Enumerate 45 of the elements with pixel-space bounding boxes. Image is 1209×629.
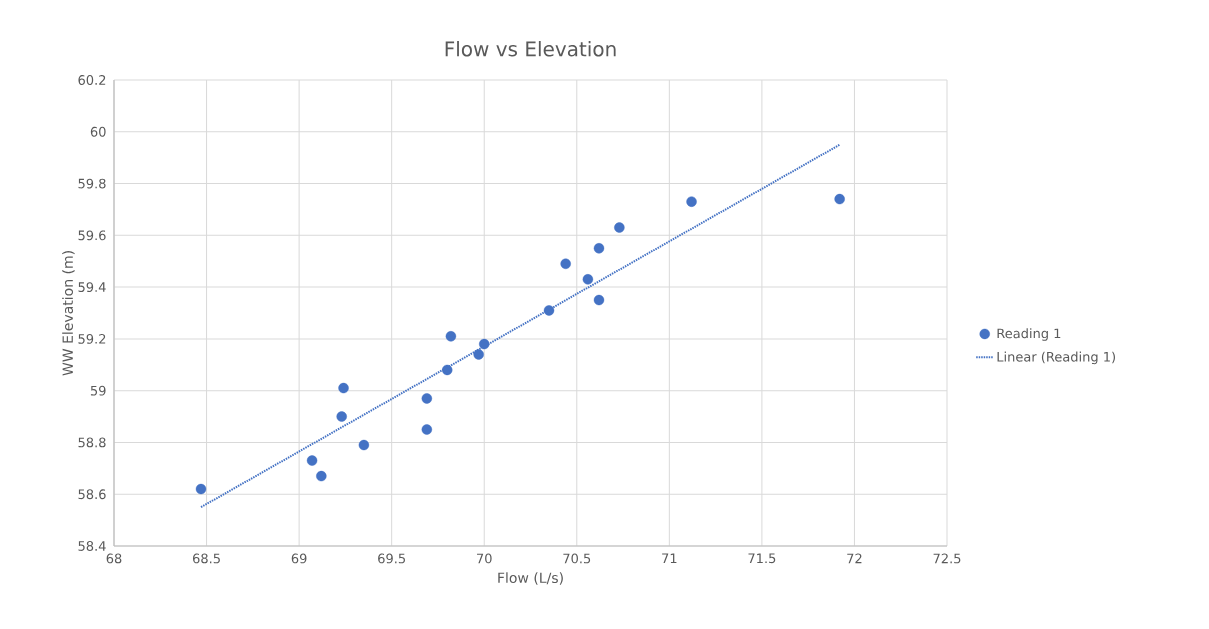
y-tick-label: 60 xyxy=(90,126,106,137)
point xyxy=(338,382,349,394)
point xyxy=(336,411,347,422)
x-tick-label: 69.5 xyxy=(378,553,405,564)
x-tick-label: 70 xyxy=(477,553,492,564)
y-tick-label: 59.2 xyxy=(78,333,106,344)
point xyxy=(582,274,594,285)
point xyxy=(560,258,571,270)
y-tick-label: 60.2 xyxy=(78,75,106,85)
y-tick-label: 59 xyxy=(90,385,106,396)
x-tick-label: 68 xyxy=(106,553,122,564)
point xyxy=(473,349,484,360)
point xyxy=(543,305,555,316)
point xyxy=(445,331,457,342)
y-tick-label: 58.8 xyxy=(78,437,106,448)
x-tick-label: 72 xyxy=(847,553,862,564)
legend-label: Linear (Reading 1) xyxy=(997,351,1115,365)
point xyxy=(421,393,433,404)
point xyxy=(306,455,318,466)
x-tick-label: 70.5 xyxy=(563,553,591,564)
point xyxy=(614,222,625,233)
y-tick-label: 59.6 xyxy=(78,230,106,241)
y-axis-title: WW Elevation (m) xyxy=(62,251,75,376)
point xyxy=(593,243,605,254)
x-tick-label: 68.5 xyxy=(192,553,220,564)
x-tick-label: 71.5 xyxy=(748,553,776,564)
x-tick-label: 69 xyxy=(291,553,307,564)
point xyxy=(195,483,207,495)
chart-title: Flow vs Elevation xyxy=(445,40,616,57)
point xyxy=(834,193,845,205)
point xyxy=(442,364,453,376)
x-axis-title: Flow (L/s) xyxy=(498,572,563,585)
x-tick-label: 71 xyxy=(662,553,677,564)
point xyxy=(479,338,490,350)
point xyxy=(686,196,697,207)
y-tick-label: 59.8 xyxy=(78,178,106,189)
point xyxy=(593,294,605,306)
x-tick-label: 72.5 xyxy=(933,553,961,564)
point xyxy=(358,439,370,451)
y-tick-label: 59.4 xyxy=(78,282,106,293)
legend-label: Reading 1 xyxy=(997,328,1061,341)
point xyxy=(421,424,433,435)
y-tick-label: 58.4 xyxy=(78,541,106,551)
y-tick-label: 58.6 xyxy=(78,489,106,500)
point xyxy=(316,470,327,482)
